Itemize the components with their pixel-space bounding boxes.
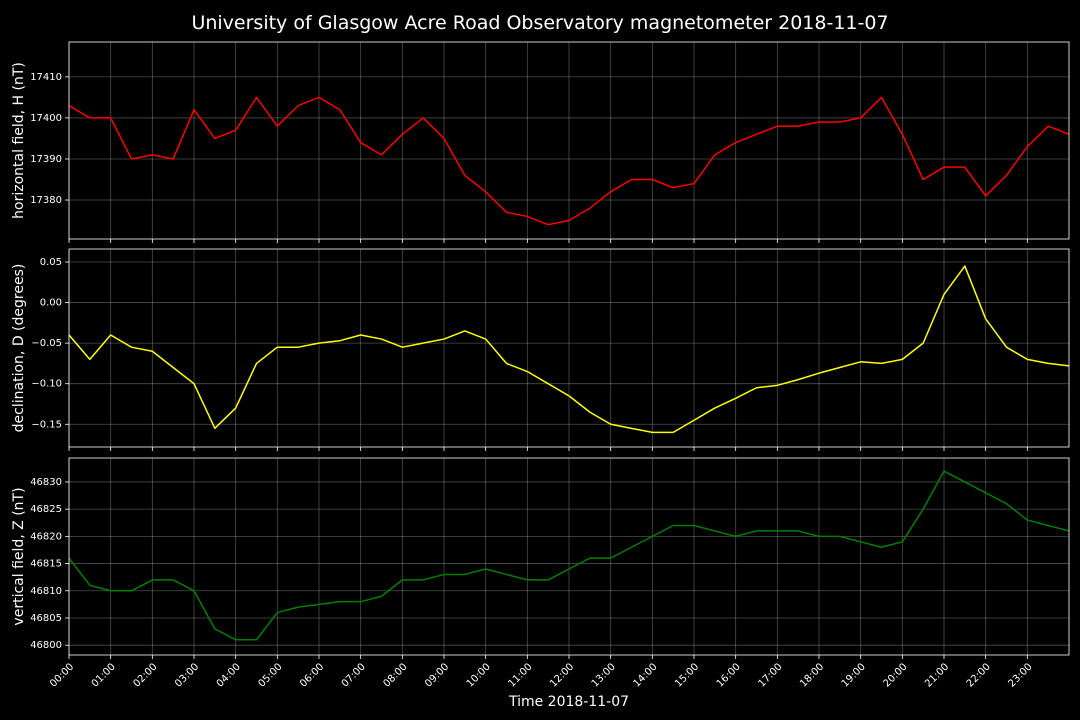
- x-axis-label: Time 2018-11-07: [508, 694, 629, 710]
- y-tick-label: −0.10: [31, 379, 62, 390]
- y-tick-label: 0.00: [40, 298, 62, 309]
- axes-frame: [68, 41, 1070, 240]
- y-tick-label: 46825: [30, 504, 62, 515]
- y-tick-label: 46810: [30, 586, 62, 597]
- y-tick-label: 17390: [30, 154, 62, 165]
- y-axis-label: horizontal field, H (nT): [11, 62, 27, 219]
- y-axis-label: declination, D (degrees): [11, 264, 27, 433]
- y-tick-label: −0.05: [31, 338, 62, 349]
- y-tick-label: 46800: [30, 640, 62, 651]
- data-line: [68, 470, 1070, 641]
- y-tick-label: 17410: [30, 72, 62, 83]
- chart-title: University of Glasgow Acre Road Observat…: [191, 12, 888, 34]
- y-tick-label: 46820: [30, 531, 62, 542]
- y-tick-label: 17400: [30, 113, 62, 124]
- y-tick-label: −0.15: [31, 419, 62, 430]
- data-line: [68, 265, 1070, 434]
- data-line: [68, 96, 1070, 226]
- axes-frame: [68, 457, 1070, 656]
- y-tick-label: 0.05: [40, 257, 62, 268]
- y-tick-label: 46815: [30, 559, 62, 570]
- axes-frame: [68, 248, 1070, 448]
- y-tick-label: 17380: [30, 195, 62, 206]
- y-axis-label: vertical field, Z (nT): [11, 487, 27, 625]
- y-tick-label: 46830: [30, 477, 62, 488]
- y-tick-label: 46805: [30, 613, 62, 624]
